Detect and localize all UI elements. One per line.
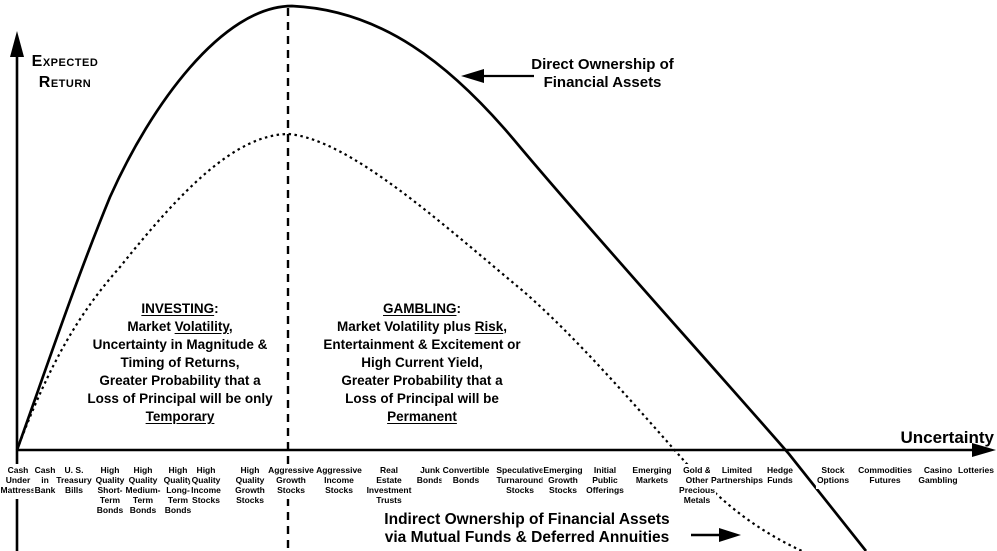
indirect-ownership-annotation: Indirect Ownership of Financial Assets v… <box>357 511 697 547</box>
indirect-annotation-arrowhead-icon <box>719 528 741 542</box>
x-category-label: Stock Options <box>815 464 851 489</box>
x-category-label: Hedge Funds <box>766 464 794 489</box>
x-category-label: Convertible Bonds <box>441 464 491 489</box>
indirect-ownership-curve <box>15 132 803 551</box>
gambling-line4: High Current Yield, <box>361 355 483 370</box>
x-category-label: Gold & Other Precious Metals <box>678 464 716 509</box>
x-category-label: Initial Public Offerings <box>585 464 625 499</box>
x-axis-arrowhead-icon <box>972 443 996 457</box>
x-category-label: Cash Under Mattress <box>0 464 37 499</box>
investing-line2: Market Volatility, <box>127 319 233 334</box>
y-axis-title: Expected Return <box>21 51 109 93</box>
x-category-label: High Quality Growth Stocks <box>234 464 266 509</box>
indirect-annotation-line1: Indirect Ownership of Financial Assets <box>384 511 670 528</box>
investing-line7: Temporary <box>145 409 215 424</box>
x-category-label: Speculative Turnaround Stocks <box>495 464 545 499</box>
x-category-label: Emerging Growth Stocks <box>542 464 584 499</box>
investing-title: INVESTING: <box>141 301 219 316</box>
gambling-line6: Loss of Principal will be <box>345 391 499 406</box>
investing-line4: Timing of Returns, <box>120 355 240 370</box>
x-category-label: Limited Partnerships <box>710 464 764 489</box>
x-category-label: Real Estate Investment Trusts <box>365 464 413 509</box>
x-category-label: Cash in Bank <box>33 464 57 499</box>
direct-annotation-line2: Financial Assets <box>543 74 662 91</box>
x-category-label: High Quality Short- Term Bonds <box>94 464 126 519</box>
investing-line3: Uncertainty in Magnitude & <box>92 337 268 352</box>
y-axis-title-line2: Return <box>38 74 92 91</box>
direct-ownership-annotation: Direct Ownership of Financial Assets <box>495 56 710 92</box>
indirect-annotation-line2: via Mutual Funds & Deferred Annuities <box>384 529 670 546</box>
direct-annotation-arrowhead-icon <box>461 69 484 83</box>
x-category-label: High Quality Income Stocks <box>190 464 222 509</box>
x-category-label: Aggressive Income Stocks <box>315 464 363 499</box>
x-category-label: Commodities Futures <box>857 464 913 489</box>
x-category-label: Aggressive Growth Stocks <box>267 464 315 499</box>
investing-text-block: INVESTING: Market Volatility, Uncertaint… <box>57 300 303 426</box>
x-category-label: Emerging Markets <box>631 464 673 489</box>
gambling-line2: Market Volatility plus Risk, <box>336 319 508 334</box>
direct-annotation-line1: Direct Ownership of <box>531 56 674 73</box>
investing-line5: Greater Probability that a <box>99 373 261 388</box>
investing-line6: Loss of Principal will be only <box>87 391 273 406</box>
gambling-text-block: GAMBLING: Market Volatility plus Risk, E… <box>299 300 545 426</box>
direct-ownership-curve <box>15 4 868 551</box>
x-category-label: U. S. Treasury Bills <box>55 464 93 499</box>
x-category-label: Lotteries <box>957 464 995 479</box>
x-category-label: High Quality Medium- Term Bonds <box>124 464 162 519</box>
x-category-label: Junk Bonds <box>415 464 445 489</box>
y-axis-title-line1: Expected <box>31 53 99 70</box>
x-category-label: Casino Gambling <box>917 464 959 489</box>
gambling-line3: Entertainment & Excitement or <box>323 337 521 352</box>
y-axis-arrowhead-icon <box>10 31 24 57</box>
x-axis-title: Uncertainty <box>900 428 994 447</box>
gambling-line7: Permanent <box>387 409 457 424</box>
gambling-title: GAMBLING: <box>383 301 461 316</box>
x-category-label: High Quality Long- Term Bonds <box>162 464 194 519</box>
gambling-line5: Greater Probability that a <box>341 373 503 388</box>
